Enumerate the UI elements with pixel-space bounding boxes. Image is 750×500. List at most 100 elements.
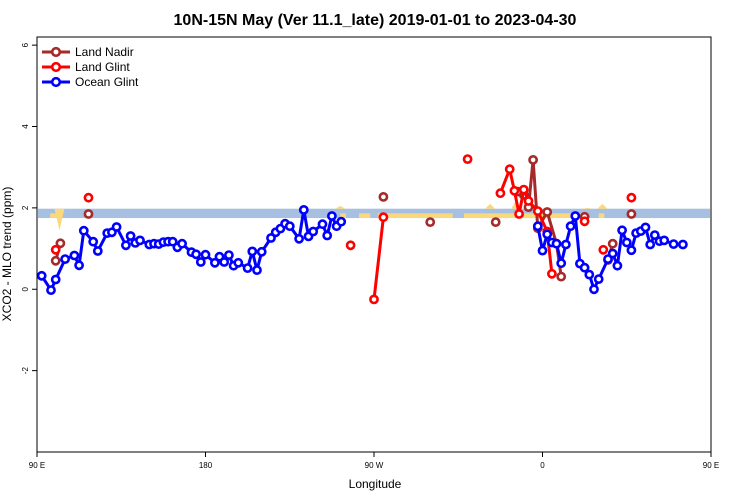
data-point-2-0-26 <box>195 257 206 267</box>
data-point-0-0-0 <box>50 255 61 266</box>
legend-marker-0 <box>50 46 62 58</box>
data-point-2-1-10 <box>579 262 590 273</box>
series-2 <box>36 204 688 295</box>
legend-label-2: Ocean Glint <box>75 75 139 89</box>
x-tick-label-2: 90 W <box>365 461 384 470</box>
data-point-2-0-23 <box>177 238 187 249</box>
data-point-2-1-22 <box>640 222 651 233</box>
data-point-2-1-23 <box>645 239 656 250</box>
data-point-2-1-0 <box>532 221 543 232</box>
data-point-2-0-44 <box>298 204 309 215</box>
series-line-1-5 <box>499 167 554 274</box>
data-point-0-3-0 <box>425 217 436 227</box>
y-tick-label-3: 4 <box>21 124 30 129</box>
data-point-2-0-8 <box>92 246 103 256</box>
y-tick-label-4: 6 <box>21 42 30 47</box>
data-point-1-3-0 <box>369 294 379 305</box>
legend-marker-1 <box>50 61 62 73</box>
data-point-2-0-30 <box>219 257 230 267</box>
band-highlight-2 <box>340 213 346 219</box>
data-point-2-1-7 <box>565 221 576 232</box>
data-point-2-1-8 <box>570 211 581 221</box>
band-highlight-3 <box>359 213 371 219</box>
data-point-1-5-6 <box>532 206 543 216</box>
reference-band <box>38 208 710 219</box>
data-point-2-0-48 <box>322 230 333 241</box>
legend-label-0: Land Nadir <box>75 45 134 59</box>
y-tick-label-0: -2 <box>21 367 30 375</box>
data-point-2-1-17 <box>617 225 627 236</box>
data-point-2-0-1 <box>46 285 56 295</box>
data-point-1-2-0 <box>345 240 356 251</box>
data-point-2-0-27 <box>200 249 211 260</box>
data-point-2-1-4 <box>551 238 562 249</box>
data-point-2-1-28 <box>678 239 688 250</box>
data-point-2-1-16 <box>612 260 623 271</box>
x-tick-label-1: 180 <box>199 461 213 470</box>
data-point-2-0-3 <box>60 254 70 264</box>
band-highlight-0 <box>50 213 58 219</box>
data-point-1-6-0 <box>579 216 590 227</box>
band-peak-0 <box>54 208 65 231</box>
data-point-1-7-0 <box>598 244 609 255</box>
data-point-2-0-15 <box>135 235 145 246</box>
series-1 <box>50 154 637 305</box>
data-point-1-5-0 <box>495 188 506 199</box>
legend-marker-2 <box>50 76 62 88</box>
band-peak-2 <box>485 203 496 209</box>
x-axis: 90 E 180 90 W 0 90 E <box>29 452 719 470</box>
data-point-2-0-5 <box>74 260 84 271</box>
data-point-0-7-1 <box>607 238 618 249</box>
data-point-1-5-4 <box>518 184 529 195</box>
x-tick-label-3: 0 <box>540 461 545 470</box>
data-point-2-0-33 <box>233 257 244 268</box>
data-point-2-0-51 <box>336 216 347 227</box>
data-point-2-1-27 <box>668 239 679 249</box>
data-point-1-5-8 <box>547 268 557 279</box>
data-point-2-1-13 <box>593 274 604 284</box>
data-point-2-0-13 <box>125 231 136 241</box>
band-highlight-4 <box>377 213 453 219</box>
y-axis-label: XCO2 - MLO trend (ppm) <box>0 187 14 322</box>
data-point-0-0-1 <box>55 238 66 249</box>
data-point-2-0-42 <box>284 221 295 232</box>
data-point-0-5-3 <box>528 154 538 165</box>
y-tick-label-1: 0 <box>21 286 30 291</box>
data-point-1-8-0 <box>626 192 637 203</box>
plot-area <box>36 154 710 305</box>
y-tick-label-2: 2 <box>21 205 30 210</box>
data-point-2-1-19 <box>626 245 637 256</box>
data-point-2-0-47 <box>317 219 328 230</box>
data-point-1-5-5 <box>523 196 534 206</box>
data-point-2-0-28 <box>209 257 220 268</box>
data-point-2-0-31 <box>223 250 234 260</box>
data-point-2-0-37 <box>256 246 267 257</box>
x-axis-label: Longitude <box>349 477 402 491</box>
data-point-2-0-0 <box>36 270 47 281</box>
data-point-0-2-0 <box>378 191 389 202</box>
data-point-2-0-46 <box>308 226 319 237</box>
data-point-2-1-24 <box>649 230 660 240</box>
data-point-2-1-12 <box>589 284 599 295</box>
data-point-2-0-11 <box>111 222 122 232</box>
data-point-2-0-35 <box>247 246 258 257</box>
data-point-2-0-4 <box>69 250 80 261</box>
data-point-2-0-6 <box>78 225 89 236</box>
band-peak-4 <box>582 207 593 209</box>
data-point-2-0-34 <box>242 263 253 273</box>
data-point-2-1-18 <box>621 237 632 248</box>
data-point-2-0-36 <box>252 265 262 275</box>
data-point-2-1-2 <box>542 229 553 240</box>
data-point-1-3-1 <box>378 212 389 223</box>
data-point-1-1-0 <box>83 192 94 203</box>
data-point-0-5-5 <box>542 207 553 217</box>
band-peak-1 <box>335 205 346 209</box>
data-point-0-4-0 <box>490 217 501 227</box>
data-point-1-5-1 <box>504 164 515 175</box>
data-point-2-0-25 <box>191 249 201 260</box>
y-axis: -2 0 2 4 6 <box>21 42 37 374</box>
data-point-0-1-0 <box>83 209 94 219</box>
data-point-2-0-7 <box>88 236 99 247</box>
legend-label-1: Land Glint <box>75 60 130 74</box>
